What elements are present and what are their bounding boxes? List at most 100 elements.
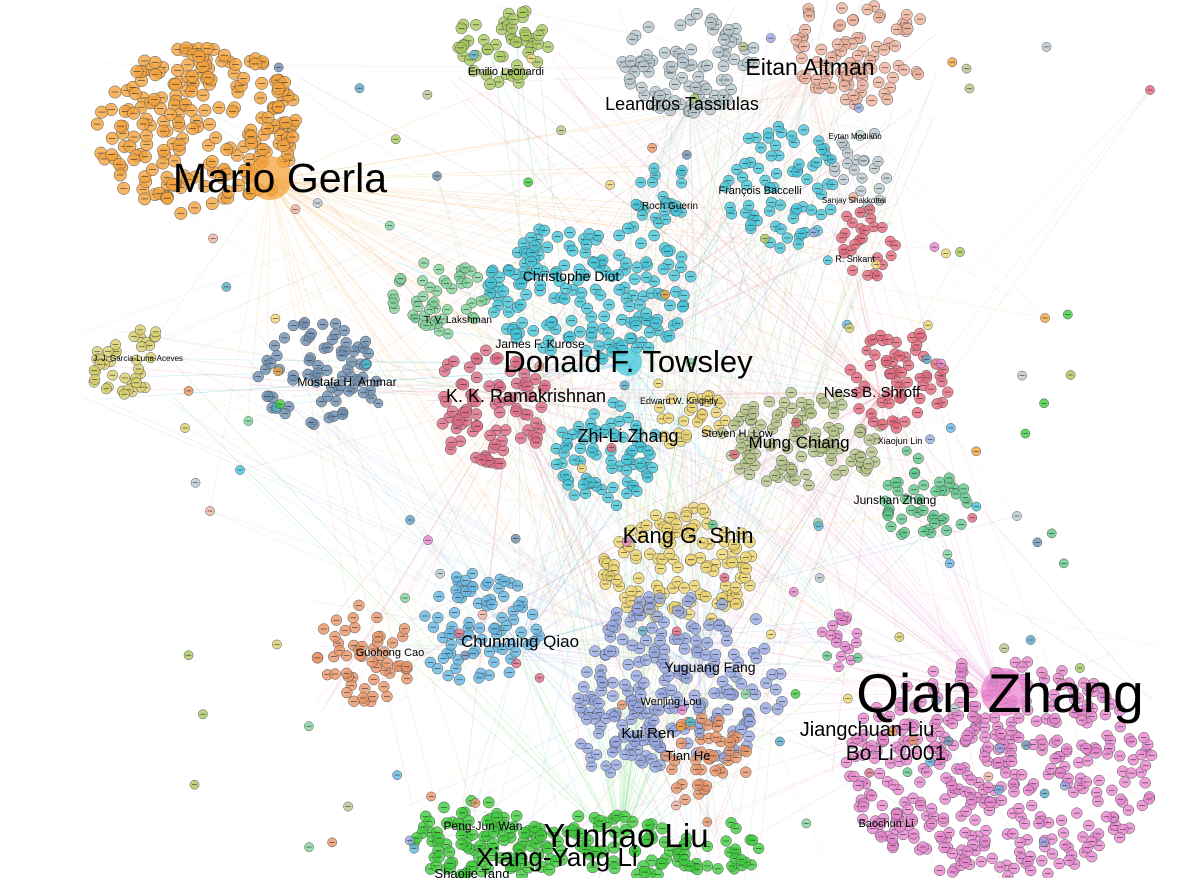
edge (517, 347, 1001, 696)
edge (253, 418, 701, 671)
edge (689, 539, 829, 868)
edge (556, 76, 881, 396)
edge (483, 592, 621, 846)
edge (557, 51, 881, 396)
edge (184, 69, 811, 429)
edge (879, 394, 903, 526)
edge (407, 669, 701, 807)
edge (269, 179, 846, 258)
edge (430, 281, 1001, 696)
edge (509, 399, 588, 777)
edge (209, 179, 271, 512)
edge (651, 387, 1001, 696)
edge (432, 669, 701, 847)
edge (269, 179, 678, 265)
edge (761, 69, 811, 252)
edge (598, 539, 691, 601)
edge (642, 186, 691, 541)
edge (509, 395, 944, 401)
edge (777, 246, 881, 396)
edge (519, 515, 1018, 646)
edge (639, 541, 1001, 696)
edge (799, 89, 1151, 446)
edge (519, 644, 610, 877)
edge (412, 539, 691, 819)
edge (560, 73, 1001, 696)
edge (384, 69, 811, 297)
edge (152, 156, 691, 541)
edge (629, 364, 920, 511)
edge (619, 89, 1151, 846)
edge (689, 104, 853, 444)
edge (432, 104, 691, 694)
edge (318, 104, 691, 184)
edge (619, 136, 722, 846)
edge (282, 77, 801, 446)
edge (409, 519, 1001, 696)
edge (322, 399, 511, 711)
edge (699, 187, 785, 671)
edge (629, 364, 846, 633)
edge (665, 394, 881, 734)
edge (598, 240, 1001, 696)
edge (629, 364, 737, 825)
edge (270, 140, 511, 401)
edge (519, 644, 680, 848)
edge (214, 114, 801, 446)
edge (364, 335, 621, 846)
edge (140, 353, 511, 401)
edge (621, 69, 811, 224)
edge (619, 492, 874, 846)
edge (519, 131, 837, 646)
edge (269, 171, 635, 181)
edge (173, 396, 621, 846)
edge (858, 386, 1001, 696)
edge (327, 104, 691, 320)
edge (509, 365, 715, 401)
edge (519, 644, 558, 808)
edge (519, 644, 725, 789)
edge (83, 396, 701, 671)
edge (269, 179, 541, 251)
edge (799, 144, 886, 446)
edge (809, 69, 814, 249)
edge (519, 258, 795, 646)
edge (643, 394, 881, 753)
edge (599, 69, 811, 438)
edge (478, 69, 811, 83)
edge (509, 399, 679, 866)
edge (421, 104, 691, 611)
edge (699, 613, 851, 671)
edge (619, 404, 1001, 696)
edge (420, 104, 691, 631)
edge (619, 612, 650, 846)
edge (779, 92, 801, 446)
edge (689, 346, 874, 541)
edge (99, 104, 691, 370)
edge (689, 539, 837, 632)
edge (699, 649, 968, 671)
edge (92, 69, 811, 399)
edge (509, 399, 844, 437)
edge (809, 69, 1046, 319)
edge (329, 399, 511, 623)
edge (689, 57, 856, 541)
edge (689, 539, 1166, 649)
edge (81, 104, 691, 334)
edge (689, 496, 744, 541)
edge (629, 248, 826, 366)
edge (706, 69, 811, 588)
edge (695, 444, 801, 857)
edge (184, 427, 691, 541)
nodes-layer (88, 0, 1158, 878)
edge (113, 404, 701, 671)
edge (100, 388, 881, 396)
edge (629, 364, 822, 652)
edge (689, 104, 894, 226)
edge (269, 179, 929, 325)
edge (627, 220, 1001, 696)
edge (560, 82, 881, 396)
edge (537, 104, 691, 350)
edge (239, 469, 521, 646)
edge (269, 179, 860, 218)
